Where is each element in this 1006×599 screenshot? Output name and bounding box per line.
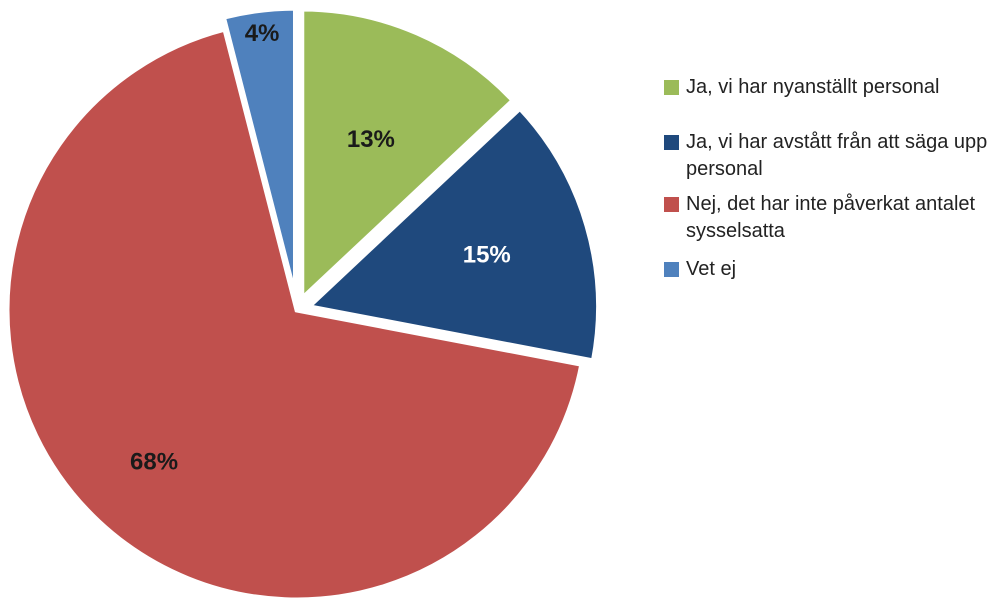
pie-slice-avstatt [303,104,602,364]
legend-item-nyanstallt: Ja, vi har nyanställt personal [664,74,1004,101]
legend-swatch [664,262,679,277]
legend-swatch [664,80,679,95]
pie-label-nyanstallt: 13% [347,126,395,153]
pie-slice-nyanstallt [299,6,517,305]
legend-label: Ja, vi har nyanställt personal [686,76,940,98]
legend-label: Ja, vi har avstått från att säga upp per… [686,131,988,180]
legend-item-avstatt: Ja, vi har avstått från att säga upp per… [664,129,1004,183]
pie-label-avstatt: 15% [463,241,511,268]
legend-swatch [664,197,679,212]
chart-legend: Ja, vi har nyanställt personal Ja, vi ha… [664,74,1004,283]
pie-label-vet-ej: 4% [245,20,280,47]
pie-chart-plot: 13% 15% 68% 4% [4,5,602,599]
pie-slice-vet-ej [220,5,298,299]
legend-swatch [664,135,679,150]
legend-item-ej-paverkat: Nej, det har inte påverkat antalet sysse… [664,191,1004,245]
pie-label-ej-paverkat: 68% [130,449,178,476]
legend-item-vet-ej: Vet ej [664,256,1004,283]
legend-label: Vet ej [686,258,737,280]
legend-label: Nej, det har inte påverkat antalet sysse… [686,193,976,242]
pie-slice-ej-paverkat [4,26,585,599]
